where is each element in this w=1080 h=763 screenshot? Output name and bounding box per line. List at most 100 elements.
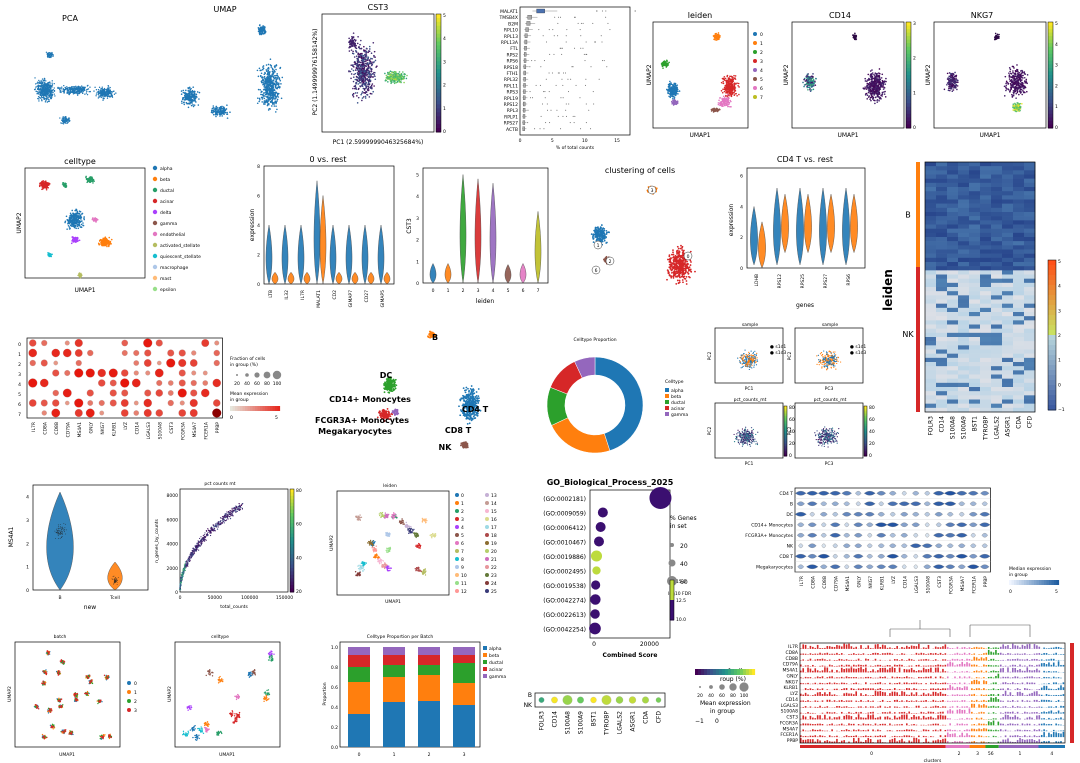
data-point xyxy=(349,41,351,43)
outlier xyxy=(600,35,602,37)
data-point xyxy=(722,105,724,107)
data-point xyxy=(997,37,999,40)
data-point xyxy=(875,75,877,78)
data-point xyxy=(853,35,856,38)
data-point xyxy=(354,62,357,64)
outlier xyxy=(580,128,582,130)
data-point xyxy=(275,78,277,80)
data-point xyxy=(871,89,874,91)
data-point xyxy=(855,34,858,37)
data-point xyxy=(350,73,353,75)
data-point xyxy=(180,90,183,92)
data-point xyxy=(396,80,399,83)
point-cloud xyxy=(348,39,378,104)
data-point xyxy=(42,83,44,85)
data-point xyxy=(363,58,365,60)
data-point xyxy=(352,76,355,78)
data-point xyxy=(270,96,272,99)
data-point xyxy=(194,96,197,98)
data-point xyxy=(398,71,401,73)
data-point xyxy=(185,101,188,104)
data-point xyxy=(667,92,669,95)
data-point xyxy=(349,39,352,41)
data-point xyxy=(668,83,671,86)
data-point xyxy=(881,93,884,95)
gene-label: RPS27 xyxy=(504,121,519,127)
data-point xyxy=(883,91,885,93)
data-point xyxy=(662,67,664,69)
box xyxy=(536,8,545,14)
colorbar-segment xyxy=(906,29,911,34)
data-point xyxy=(668,61,670,64)
data-point xyxy=(1005,89,1007,92)
data-point xyxy=(268,96,271,99)
data-point xyxy=(212,105,215,107)
data-point xyxy=(192,94,195,97)
outlier xyxy=(569,122,571,124)
data-point xyxy=(215,105,218,108)
outlier xyxy=(571,66,573,68)
data-point xyxy=(397,75,399,78)
data-point xyxy=(370,64,373,67)
data-point xyxy=(728,91,731,94)
data-point xyxy=(42,87,45,89)
data-point xyxy=(400,79,402,81)
data-point xyxy=(361,99,363,102)
data-point xyxy=(42,93,44,95)
data-point xyxy=(36,91,38,93)
colorbar-segment xyxy=(906,64,911,69)
data-point xyxy=(361,58,364,61)
data-point xyxy=(105,93,107,96)
data-point xyxy=(394,75,397,78)
data-point xyxy=(358,80,360,83)
data-point xyxy=(101,96,103,99)
data-point xyxy=(100,92,102,94)
data-point xyxy=(357,96,360,99)
data-point xyxy=(265,90,268,92)
outlier xyxy=(531,60,533,62)
colorbar-tick: 5 xyxy=(443,13,446,19)
outlier xyxy=(529,66,531,68)
data-point xyxy=(372,76,375,78)
colorbar-frame xyxy=(905,21,912,129)
data-point xyxy=(69,86,71,89)
data-point xyxy=(350,68,353,70)
data-point xyxy=(722,95,725,98)
data-point xyxy=(805,83,808,85)
legend-label: 5 xyxy=(760,77,763,83)
data-point xyxy=(219,115,221,117)
data-point xyxy=(47,86,49,89)
data-point xyxy=(879,85,882,88)
data-point xyxy=(259,31,261,34)
data-point xyxy=(720,89,723,92)
data-point xyxy=(359,43,361,46)
data-point xyxy=(718,37,721,39)
data-point xyxy=(272,89,274,92)
colorbar-tick: 2 xyxy=(443,83,446,89)
data-point xyxy=(276,92,279,95)
data-point xyxy=(1011,86,1013,89)
data-point xyxy=(372,90,375,93)
data-point xyxy=(733,87,736,90)
data-point xyxy=(1024,91,1026,94)
outlier xyxy=(575,84,577,86)
data-point xyxy=(363,88,366,90)
data-point xyxy=(878,72,880,74)
legend-label: 7 xyxy=(760,95,763,101)
data-point xyxy=(367,82,370,84)
data-point xyxy=(866,82,869,85)
data-point xyxy=(1026,82,1028,85)
data-point xyxy=(51,52,53,55)
data-point xyxy=(37,86,40,89)
colorbar-segment xyxy=(906,120,911,125)
data-point xyxy=(53,87,55,89)
data-point xyxy=(220,113,223,115)
point-cloud xyxy=(33,77,56,103)
data-point xyxy=(64,121,66,124)
data-point xyxy=(47,55,49,58)
data-point xyxy=(998,35,1000,38)
data-point xyxy=(271,94,274,97)
data-point xyxy=(882,83,884,86)
data-point xyxy=(1011,75,1013,78)
data-point xyxy=(731,81,734,84)
